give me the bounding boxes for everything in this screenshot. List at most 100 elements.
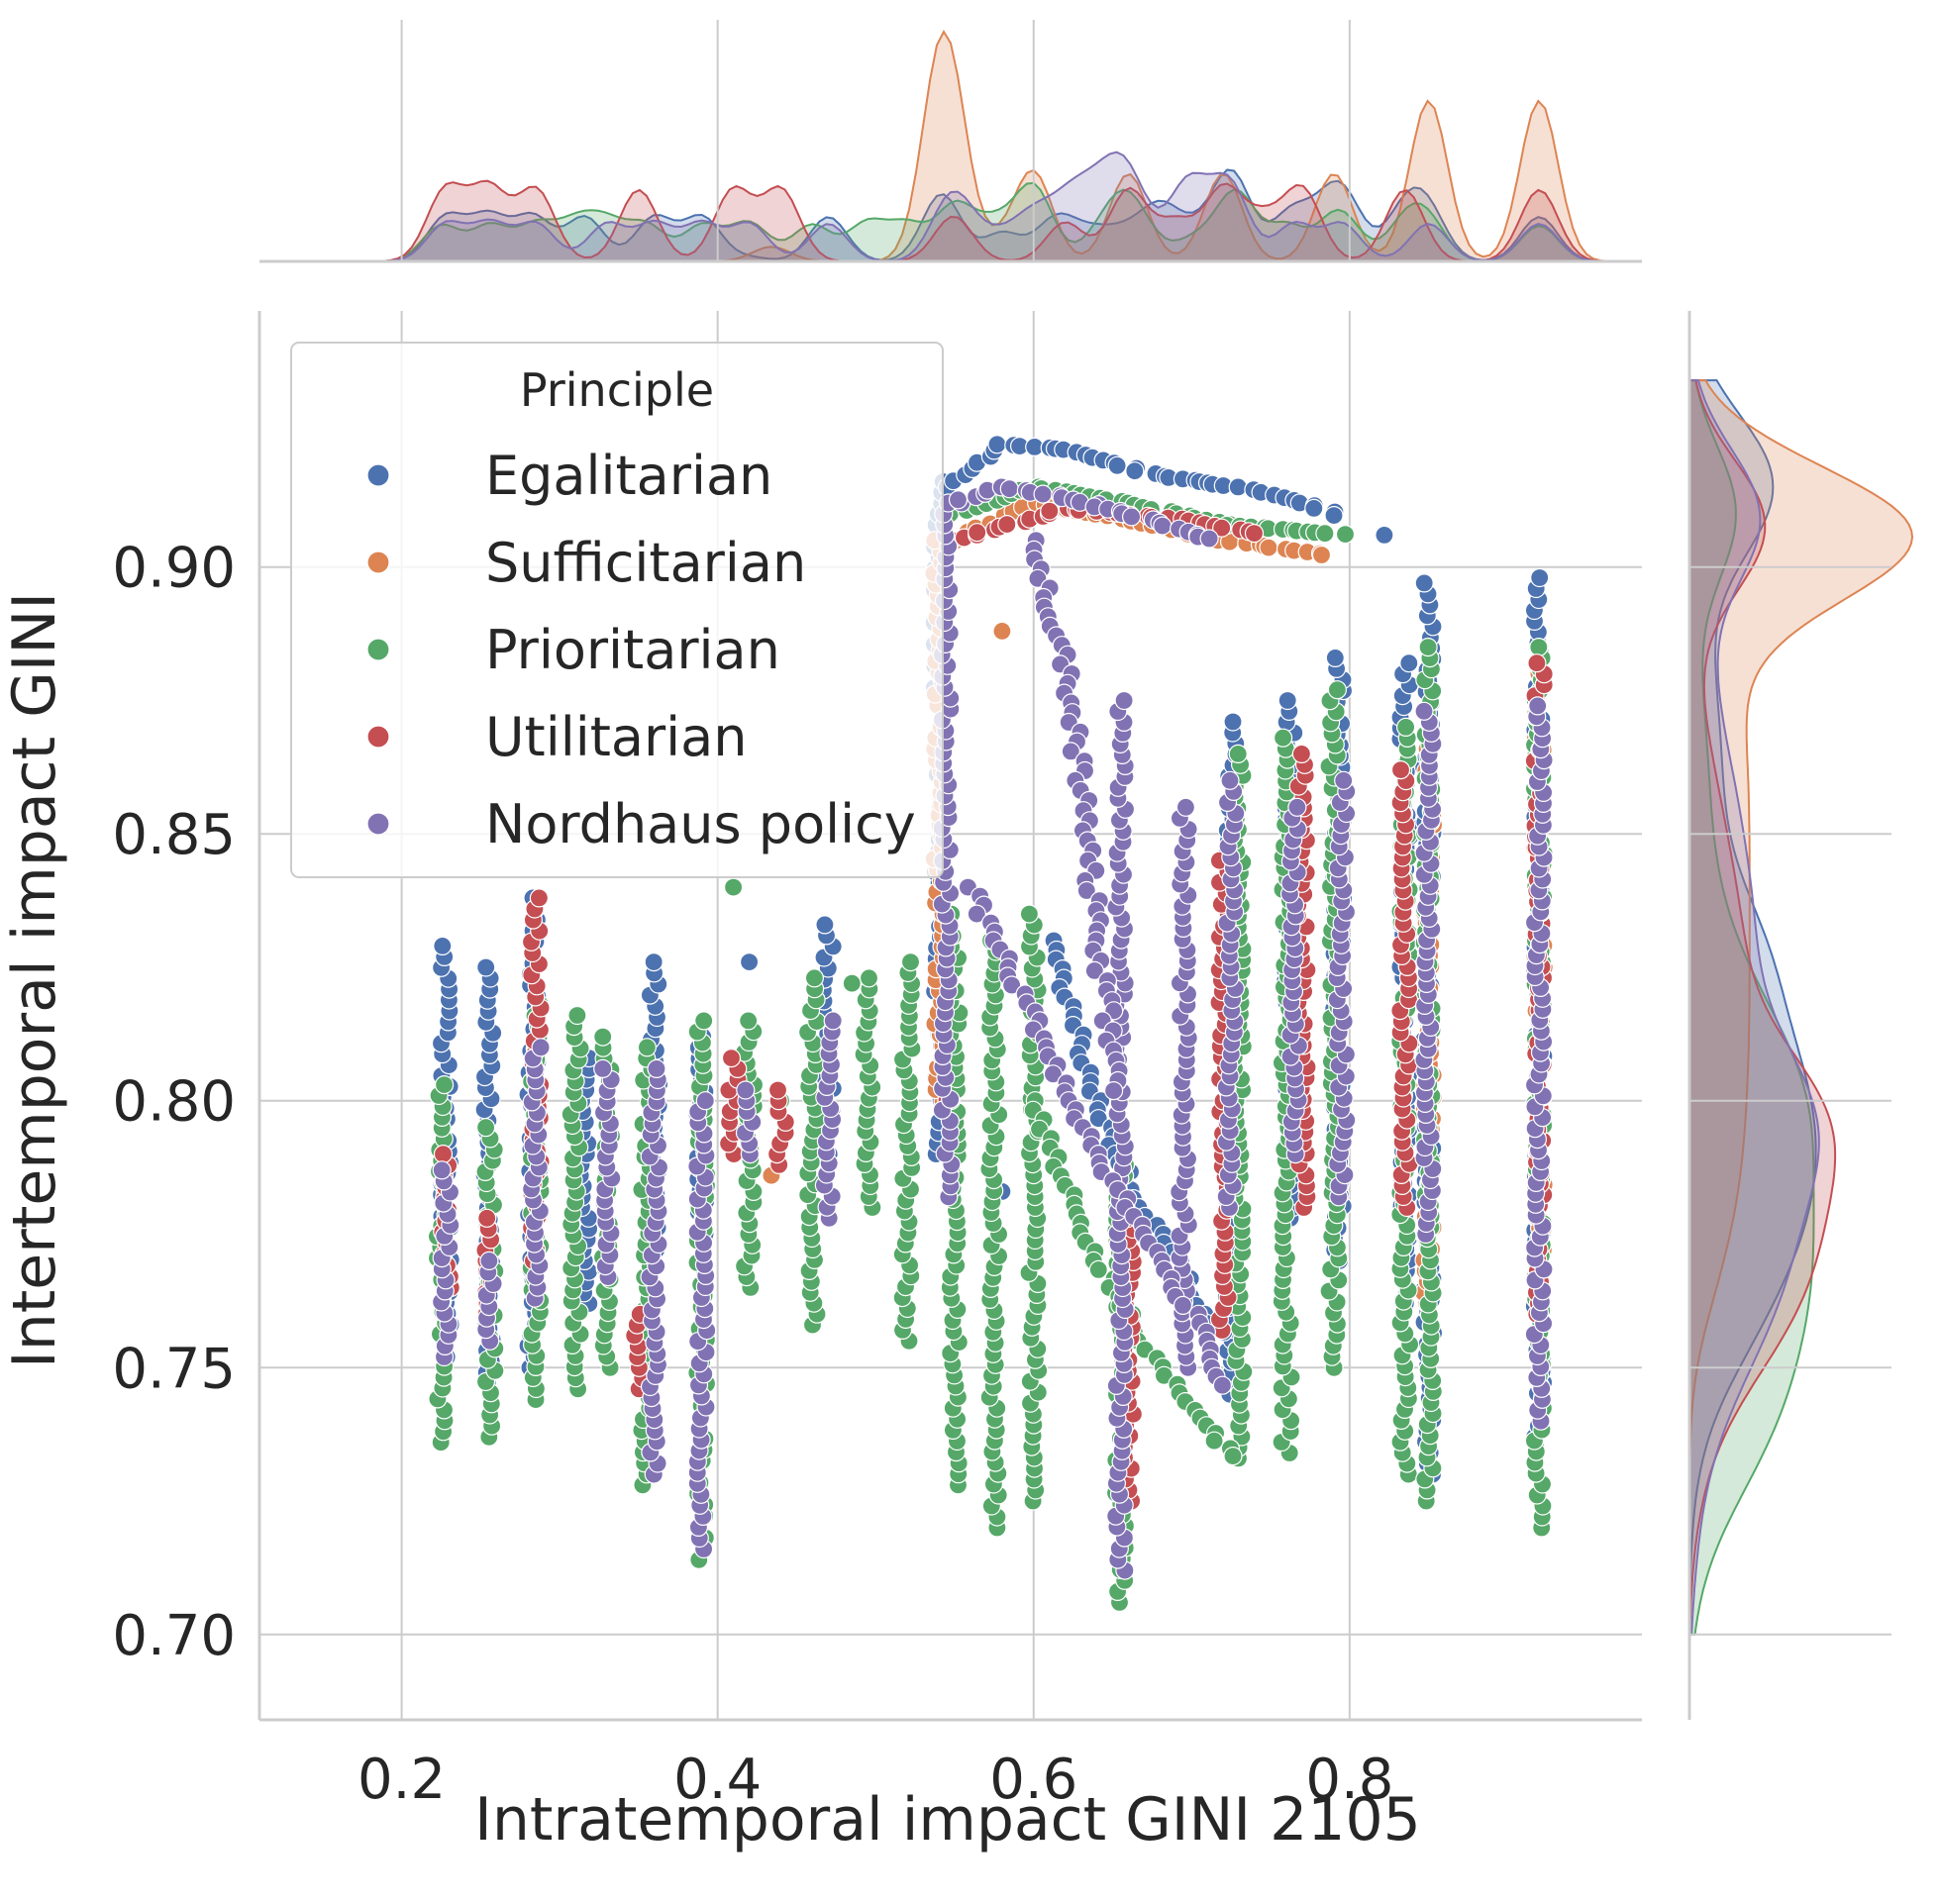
legend-label: Utilitarian — [485, 706, 748, 768]
right-kde-sufficitarian — [1688, 379, 1914, 1635]
scatter-point — [1414, 701, 1434, 721]
scatter-point — [739, 952, 760, 972]
scatter-point — [1199, 529, 1219, 549]
scatter-point — [476, 1118, 496, 1138]
legend-entries: Egalitarian Sufficitarian Prioritarian Util… — [366, 445, 916, 855]
scatter-point — [1125, 461, 1145, 481]
legend-label: Prioritarian — [485, 619, 780, 681]
x-tick-label: 0.4 — [673, 1748, 762, 1812]
scatter-point — [999, 479, 1019, 499]
scatter-point — [1040, 501, 1060, 521]
scatter-point — [567, 1005, 587, 1026]
top-kde-egalitarian — [259, 168, 1642, 262]
scatter-point — [997, 514, 1017, 535]
scatter-point — [1315, 524, 1335, 544]
scatter-point — [842, 973, 862, 993]
top-kde-nordhaus-policy — [259, 150, 1642, 262]
scatter-point — [1311, 545, 1332, 565]
y-tick-label: 0.75 — [112, 1337, 236, 1401]
scatter-point — [1530, 567, 1550, 588]
scatter-point — [529, 888, 550, 908]
scatter-point — [694, 1011, 714, 1031]
scatter-point — [1001, 975, 1022, 995]
scatter-point — [477, 1208, 497, 1228]
scatter-point — [992, 621, 1012, 642]
scatter-point — [479, 1251, 499, 1271]
scatter-point — [644, 952, 664, 972]
scatter-point — [1335, 524, 1356, 545]
right-kde-utilitarian — [1688, 379, 1837, 1636]
scatter-point — [433, 936, 453, 956]
scatter-point — [1175, 797, 1196, 817]
scatter-point — [1304, 498, 1324, 519]
tick-labels: 0.2 0.4 0.6 0.8 0.70 0.75 0.80 0.85 0.90 — [112, 537, 1393, 1812]
scatter-point — [1121, 507, 1142, 527]
scatter-point — [593, 1027, 613, 1047]
scatter-point — [1528, 696, 1548, 716]
legend-marker — [366, 463, 390, 487]
scatter-point — [647, 1058, 666, 1079]
x-tick-label: 0.6 — [989, 1748, 1077, 1812]
scatter-point — [1527, 653, 1547, 673]
legend-title: Principle — [520, 363, 714, 417]
scatter-point — [1244, 523, 1265, 544]
scatter-point — [476, 957, 496, 977]
scatter-point — [1204, 1431, 1224, 1451]
x-tick-label: 0.2 — [357, 1748, 446, 1812]
scatter-point — [1033, 484, 1053, 504]
scatter-point — [1076, 880, 1096, 901]
scatter-point — [721, 1048, 742, 1068]
scatter-point — [695, 1091, 715, 1111]
legend-label: Egalitarian — [485, 445, 772, 507]
scatter-point — [593, 1058, 613, 1079]
top-marginal-kde — [259, 29, 1642, 262]
scatter-point — [1414, 573, 1434, 593]
scatter-point — [1324, 505, 1344, 526]
scatter-point — [1088, 1109, 1108, 1129]
scatter-point — [739, 1011, 759, 1031]
legend-marker — [366, 638, 390, 661]
scatter-point — [723, 877, 744, 897]
scatter-point — [948, 490, 969, 510]
right-kde-nordhaus-policy — [1688, 379, 1820, 1636]
scatter-point — [637, 1038, 658, 1057]
scatter-point — [1273, 728, 1293, 748]
right-kde-prioritarian — [1688, 379, 1815, 1636]
scatter-point — [1291, 744, 1312, 764]
scatter-point — [1212, 1375, 1233, 1395]
right-kde-egalitarian — [1688, 379, 1817, 1636]
scatter-point — [432, 1160, 452, 1180]
scatter-point — [1287, 797, 1307, 817]
scatter-point — [1103, 1080, 1124, 1101]
scatter-point — [1327, 680, 1348, 700]
scatter-point — [1399, 653, 1419, 673]
scatter-point — [1228, 477, 1248, 497]
legend: Principle Egalitarian Sufficitarian Priori… — [290, 342, 944, 878]
y-tick-label: 0.70 — [112, 1604, 236, 1668]
scatter-point — [967, 904, 986, 924]
scatter-point — [1529, 637, 1549, 657]
scatter-point — [804, 968, 825, 988]
scatter-point — [1390, 759, 1411, 780]
scatter-point — [815, 915, 835, 935]
scatter-point — [1375, 525, 1394, 546]
scatter-point — [1228, 744, 1248, 764]
scatter-point — [1061, 742, 1080, 761]
scatter-point — [1173, 1295, 1193, 1316]
y-tick-label: 0.90 — [112, 537, 236, 601]
x-axis-title: Intratemporal impact GINI 2105 — [474, 1785, 1421, 1854]
scatter-point — [1395, 717, 1416, 738]
y-tick-label: 0.85 — [112, 803, 236, 867]
scatter-point — [1223, 712, 1243, 732]
scatter-point — [900, 952, 921, 972]
scatter-point — [1153, 516, 1173, 536]
right-marginal-kde — [1688, 379, 1914, 1636]
scatter-point — [1019, 904, 1040, 924]
top-kde-utilitarian — [259, 179, 1642, 262]
scatter-point — [1107, 455, 1127, 475]
scatter-point — [736, 1080, 756, 1100]
legend-label: Sufficitarian — [485, 532, 806, 594]
legend-marker — [366, 812, 390, 836]
scatter-point — [1418, 637, 1438, 657]
